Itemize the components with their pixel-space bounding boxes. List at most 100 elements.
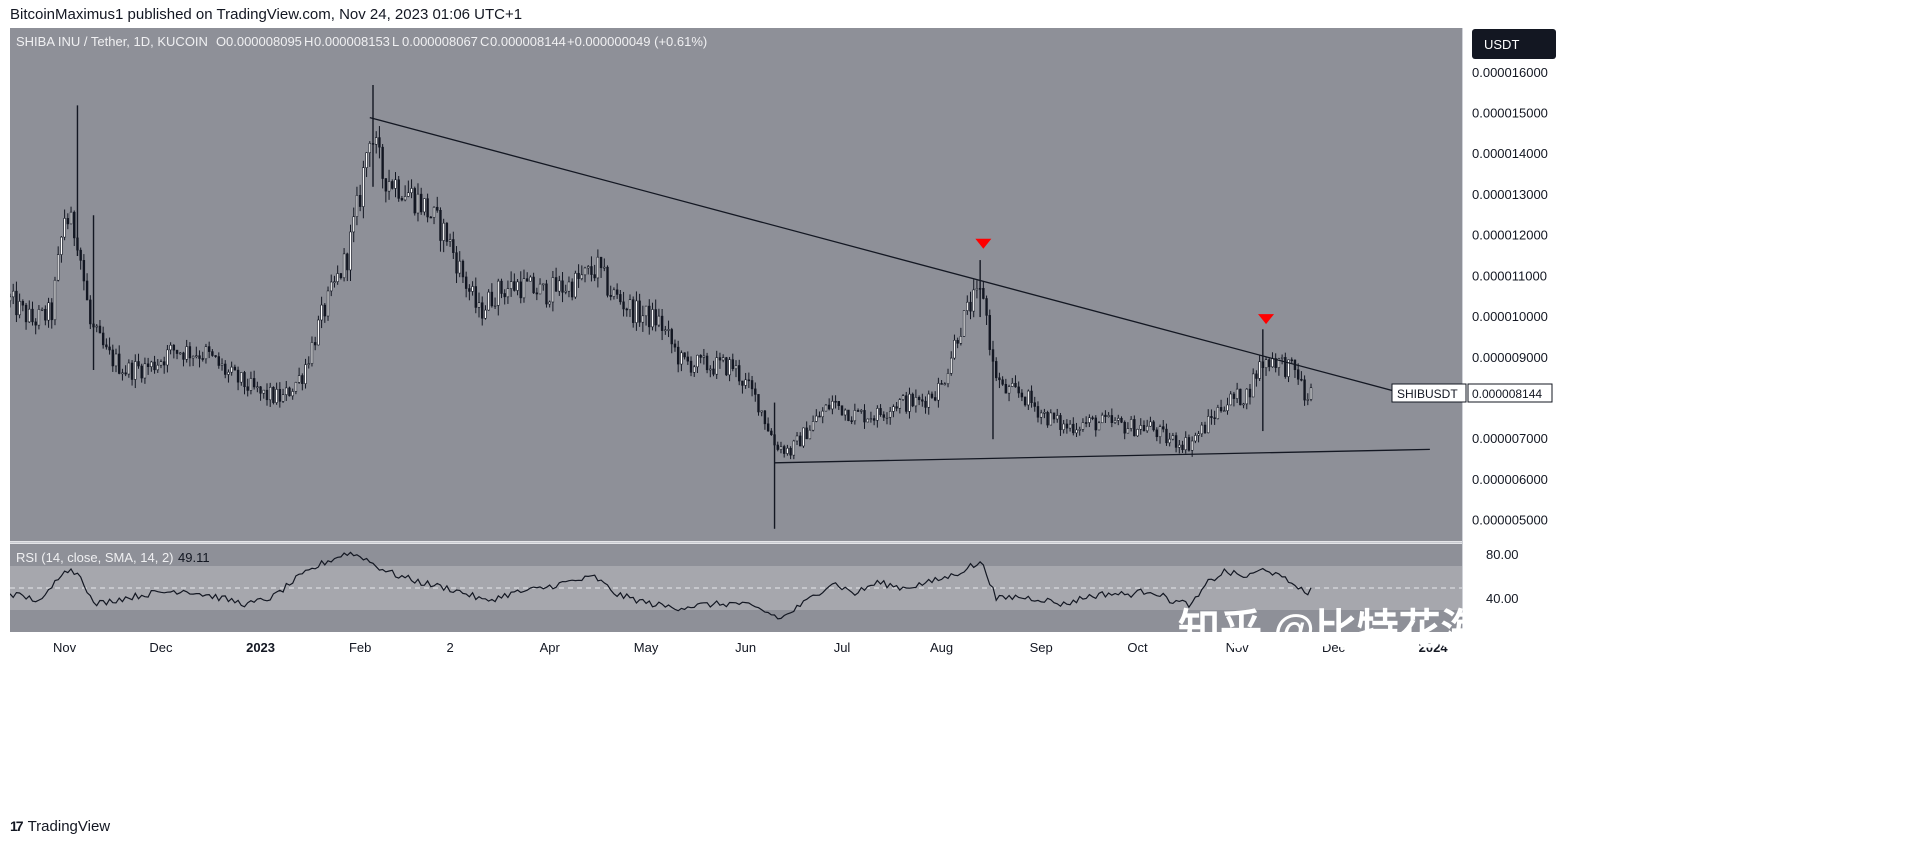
candle-body [570,281,574,298]
candle-body [362,167,365,207]
candle-body [824,404,828,412]
candle-body [834,400,837,403]
candle-body [143,363,147,379]
candle-body [680,352,683,365]
legend-ohlc-value: 0.000008067 [402,34,478,49]
candle-body [766,423,770,432]
candle-body [172,344,176,351]
candle-body [320,304,323,321]
candle-body [1072,423,1075,434]
rsi-title: RSI (14, close, SMA, 14, 2) [16,550,174,565]
candle-body [419,193,423,213]
candle-body [876,408,879,421]
candle-body [1203,424,1207,434]
candle-body [747,379,751,382]
candle-body [712,368,715,375]
candle-body [468,288,471,292]
candle-body [1030,390,1033,403]
symbol-tag-text: SHIBUSDT [1397,387,1458,401]
legend-ohlc: O 0.000008095 H 0.000008153 L 0.000008067 C 0.0… [216,34,566,49]
candle-body [879,408,882,415]
candle-body [1004,383,1008,394]
down-triangle-marker-icon [1258,314,1275,325]
candle-body [895,406,898,409]
candle-body [146,363,150,367]
price-tick-label: 0.000007000 [1472,431,1548,446]
candle-body [1017,386,1020,394]
candle-body [1235,388,1239,399]
rsi-tick-label: 40.00 [1486,591,1519,606]
main-pane-background [10,28,1462,541]
candle-body [1251,373,1255,398]
candle-body [760,410,763,413]
candle-body [118,353,121,374]
candle-body [134,361,137,380]
candle-body [1248,388,1252,398]
legend-ohlc-key: C [480,34,489,49]
time-tick-label: Feb [349,640,371,655]
candle-body [564,290,567,293]
legend-ohlc-value: 0.000008153 [314,34,390,49]
candle-body [1174,435,1178,448]
candle-body [304,364,307,384]
candle-body [840,405,844,416]
candle-body [108,346,111,351]
candle-body [966,301,969,311]
candle-body [1158,426,1162,438]
candle-body [1258,361,1261,379]
tradingview-chart[interactable]: 0.000016000 0.000015000 0.000014000 0.00001… [10,28,1901,806]
currency-badge[interactable]: USDT [1472,29,1556,59]
legend-ohlc-value: 0.000008095 [226,34,302,49]
price-tick-label: 0.000013000 [1472,187,1548,202]
candle-body [725,357,728,376]
candle-body [844,409,847,416]
candle-body [442,222,445,241]
trendline [774,448,1430,464]
candle-body [962,310,966,337]
candle-body [310,342,314,364]
candle-body [12,290,15,298]
candle-body [66,218,70,225]
candle-body [799,435,802,447]
candle-body [1056,415,1059,420]
candle-body [802,427,805,447]
candle-body [236,369,240,383]
candle-body [959,336,963,344]
candle-body [673,343,677,348]
candle-body [471,286,474,292]
candle-body [1046,412,1049,426]
candle-body [448,239,452,242]
candle-body [53,279,57,321]
candle-body [201,358,204,360]
candle-body [1264,359,1268,369]
time-tick-label: 2024 [1419,640,1449,655]
candle-body [619,294,622,303]
candle-body [776,444,779,450]
candle-body [127,362,131,375]
candle-body [301,375,304,384]
price-label: SHIBUSDT 0.000008144 [1391,383,1553,403]
candle-body [246,386,249,391]
candle-body [837,401,840,407]
watermark: 知乎 @比特花海 [1178,606,1483,653]
candle-body [1107,415,1110,417]
time-tick-label: Apr [540,640,561,655]
candle-body [998,377,1001,381]
candle-body [1232,393,1236,399]
candle-body [590,266,593,275]
time-axis-background [10,632,1901,662]
candle-body [394,179,397,189]
candle-body [1097,422,1101,431]
candle-body [1194,435,1197,442]
candle-body [1027,390,1030,406]
candle-body [953,339,956,359]
candle-body [1190,440,1194,451]
candle-body [426,198,429,218]
candle-body [378,137,381,148]
candle-body [1216,407,1220,420]
candle-body [532,276,535,294]
rsi-legend: RSI (14, close, SMA, 14, 2) 49.11 [16,550,210,565]
candle-body [342,253,346,279]
candle-body [535,292,539,295]
candle-body [1255,373,1258,379]
